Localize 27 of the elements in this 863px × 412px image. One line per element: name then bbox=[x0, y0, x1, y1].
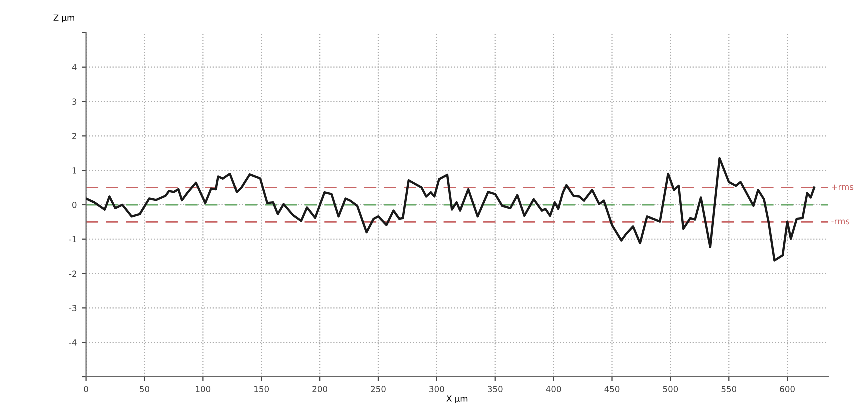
y-tick-label: 1 bbox=[72, 168, 77, 174]
x-tick-label: 150 bbox=[254, 386, 270, 392]
x-tick-label: 100 bbox=[196, 386, 211, 392]
x-tick-label: 600 bbox=[780, 386, 795, 392]
y-tick-label: -3 bbox=[69, 305, 77, 312]
x-tick-label: 250 bbox=[371, 386, 386, 392]
x-tick-label: 200 bbox=[312, 386, 328, 392]
y-tick-label: 3 bbox=[72, 98, 77, 106]
x-axis-title: X µm bbox=[446, 396, 468, 404]
x-tick-label: 500 bbox=[663, 386, 678, 392]
x-tick-label: 350 bbox=[488, 386, 503, 392]
y-tick-label: 2 bbox=[72, 133, 76, 140]
y-axis-title: Z µm bbox=[54, 14, 74, 23]
x-tick-label: 50 bbox=[140, 386, 150, 392]
x-tick-label: 450 bbox=[604, 386, 620, 392]
ref-line-label: -rms bbox=[832, 220, 850, 225]
x-tick-label: 400 bbox=[546, 386, 562, 392]
y-tick-label: 0 bbox=[72, 202, 77, 208]
line-series bbox=[86, 157, 816, 262]
y-tick-label: -2 bbox=[69, 270, 76, 277]
x-tick-label: 300 bbox=[430, 386, 444, 392]
x-tick-label: 0 bbox=[84, 386, 88, 392]
x-tick-label: 550 bbox=[722, 386, 737, 392]
y-tick-label: -4 bbox=[69, 340, 77, 346]
ref-line-label: +rms bbox=[832, 184, 854, 190]
y-tick-label: 4 bbox=[72, 64, 77, 71]
y-tick-label: -1 bbox=[69, 236, 77, 243]
